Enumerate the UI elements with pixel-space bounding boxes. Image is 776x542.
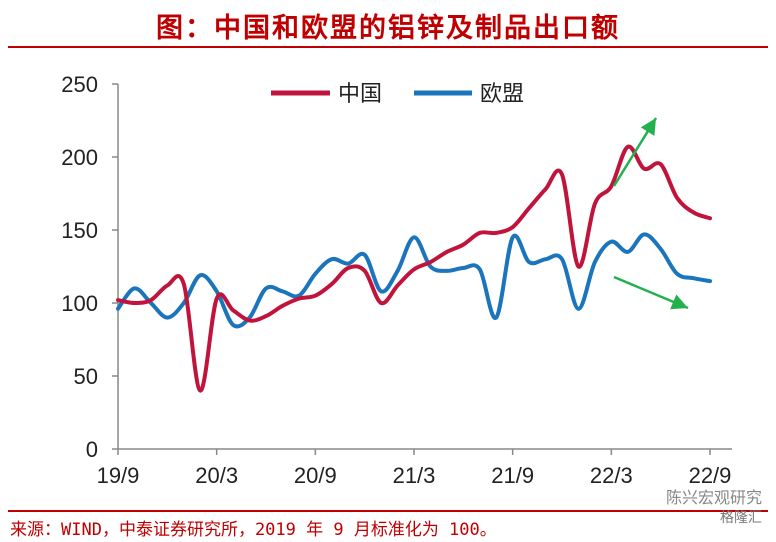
- y-tick-label: 0: [86, 437, 98, 462]
- x-tick-label: 22/3: [590, 463, 633, 488]
- title-rule: [8, 46, 768, 48]
- chart-title: 图：中国和欧盟的铝锌及制品出口额: [156, 13, 620, 44]
- series-line-eu: [116, 232, 712, 329]
- x-tick-label: 20/9: [294, 463, 337, 488]
- arrow-head: [640, 118, 656, 136]
- source-note: 来源：WIND，中泰证券研究所，2019 年 9 月标准化为 100。: [10, 520, 497, 540]
- y-tick-label: 50: [74, 364, 98, 389]
- x-tick-label: 19/9: [97, 463, 140, 488]
- x-tick-label: 20/3: [195, 463, 238, 488]
- arrow-down-annotation: [613, 275, 689, 310]
- watermark: 陈兴宏观研究 格隆汇: [666, 488, 762, 528]
- y-tick-label: 100: [61, 291, 98, 316]
- x-tick-label: 21/3: [393, 463, 436, 488]
- arrow-head: [670, 294, 688, 310]
- line-chart: 0 50 100 150 200 250 19/9 20/3 20/9 21/3 21/9 22/3 2…: [61, 72, 732, 488]
- x-tick-label: 21/9: [491, 463, 534, 488]
- legend-label-china: 中国: [338, 82, 382, 107]
- watermark-name: 陈兴宏观研究: [665, 488, 762, 507]
- watermark-logo: 格隆汇: [720, 510, 762, 526]
- arrow-up-annotation: [612, 117, 658, 187]
- series-line-china: [116, 144, 712, 393]
- y-tick-label: 150: [61, 218, 98, 243]
- source-rule: [8, 510, 768, 512]
- x-tick-label: 22/9: [689, 463, 732, 488]
- legend-label-eu: 欧盟: [480, 82, 524, 107]
- y-tick-label: 200: [61, 145, 98, 170]
- y-tick-label: 250: [61, 72, 98, 97]
